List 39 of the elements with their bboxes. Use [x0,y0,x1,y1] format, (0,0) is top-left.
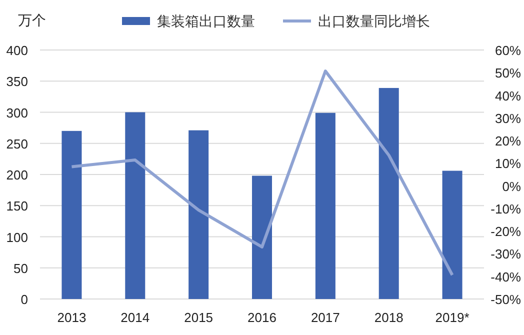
bar [378,88,399,299]
y-tick-label: 0 [20,292,28,307]
x-tick-label: 2018 [374,310,404,325]
y2-tick-label: -30% [490,246,522,262]
x-tick-label: 2017 [310,310,340,325]
y-tick-label: 350 [6,74,28,90]
y2-tick-label: 30% [494,110,522,126]
bar [188,130,209,299]
y2-tick-label: 40% [494,88,522,104]
y2-tick-label: 20% [494,134,522,149]
bar [252,176,272,299]
y-tick-label: 100 [6,230,28,245]
x-tick-label: 2014 [120,310,150,325]
y2-tick-label: -10% [490,201,522,216]
y-tick-label: 400 [6,43,28,58]
x-tick-label: 2016 [248,310,276,325]
x-tick-label: 2015 [184,310,214,325]
legend-label: 出口数量同比增长 [318,13,430,29]
bar [442,170,462,299]
y-tick-label: 300 [6,105,28,120]
x-tick-label: 2019* [435,310,470,325]
y-axis-title: 万个 [18,12,46,28]
legend-label: 集装箱出口数量 [157,13,255,29]
y2-tick-label: 60% [494,43,522,58]
x-tick-label: 2013 [57,310,86,325]
bar [315,112,336,299]
y2-tick-label: 50% [494,66,522,81]
bar [125,112,146,299]
y2-tick-label: -50% [490,292,522,307]
line-series [70,70,454,277]
y-tick-label: 150 [6,198,28,214]
y-tick-label: 200 [6,168,28,182]
y2-tick-label: -20% [490,224,522,240]
y2-tick-label: 0% [502,178,522,194]
y2-tick-label: 10% [494,156,522,172]
y-tick-label: 250 [6,136,28,152]
y-tick-label: 50 [14,260,28,276]
y2-tick-label: -40% [490,269,522,284]
bar [62,130,82,299]
